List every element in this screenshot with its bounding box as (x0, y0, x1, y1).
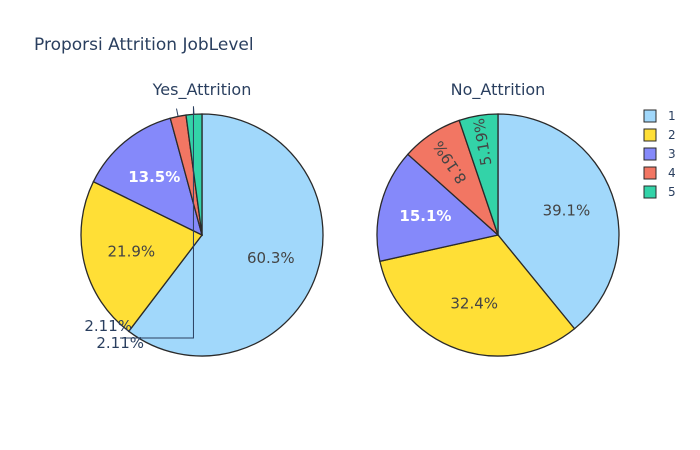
legend-item-5[interactable]: 5 (643, 185, 676, 199)
pie-no-attrition: 39.1%32.4%15.1%8.19% 5.19% (376, 113, 620, 357)
no-attrition-slice-1[interactable] (497, 113, 620, 330)
legend-swatch-2 (643, 128, 657, 142)
no-attrition-label-3: 15.1% (399, 207, 451, 225)
yes-attrition-label-5: 2.11% (96, 334, 144, 352)
legend-swatch-3 (643, 147, 657, 161)
legend-label-5: 5 (668, 185, 676, 199)
yes-attrition-label-1: 60.3% (247, 249, 295, 267)
yes-attrition-slice-3[interactable] (92, 117, 204, 237)
legend-label-1: 1 (668, 109, 676, 123)
no-attrition-label-1: 39.1% (543, 202, 591, 220)
legend-item-1[interactable]: 1 (643, 109, 676, 123)
pie-title-no-attrition: No_Attrition (451, 80, 546, 100)
legend-item-2[interactable]: 2 (643, 128, 676, 142)
yes-attrition-label-2: 21.9% (108, 243, 156, 261)
legend: 1 2 3 4 5 (643, 109, 676, 199)
legend-swatch-5 (643, 185, 657, 199)
no-attrition-slice-3[interactable] (376, 153, 500, 263)
no-attrition-label-2: 32.4% (450, 295, 498, 313)
legend-label-4: 4 (668, 166, 676, 180)
yes-attrition-label-4: 2.11% (84, 317, 132, 335)
legend-label-2: 2 (668, 128, 676, 142)
yes-attrition-leader-4 (176, 108, 179, 117)
yes-attrition-slice-2[interactable] (80, 180, 203, 333)
pie-title-yes-attrition: Yes_Attrition (152, 80, 252, 100)
no-attrition-slice-2[interactable] (379, 234, 576, 357)
legend-item-3[interactable]: 3 (643, 147, 676, 161)
yes-attrition-slice-1[interactable] (127, 113, 324, 357)
yes-attrition-label-3: 13.5% (128, 168, 180, 186)
legend-swatch-4 (643, 166, 657, 180)
legend-item-4[interactable]: 4 (643, 166, 676, 180)
legend-swatch-1 (643, 109, 657, 123)
yes-attrition-leader-5 (120, 106, 195, 339)
pie-yes-attrition: 60.3% 21.9% 13.5% 2.11%2.11% (80, 106, 324, 357)
no-attrition-slice-5[interactable] (458, 113, 499, 236)
legend-label-3: 3 (668, 147, 676, 161)
chart-title: Proporsi Attrition JobLevel (34, 35, 254, 55)
